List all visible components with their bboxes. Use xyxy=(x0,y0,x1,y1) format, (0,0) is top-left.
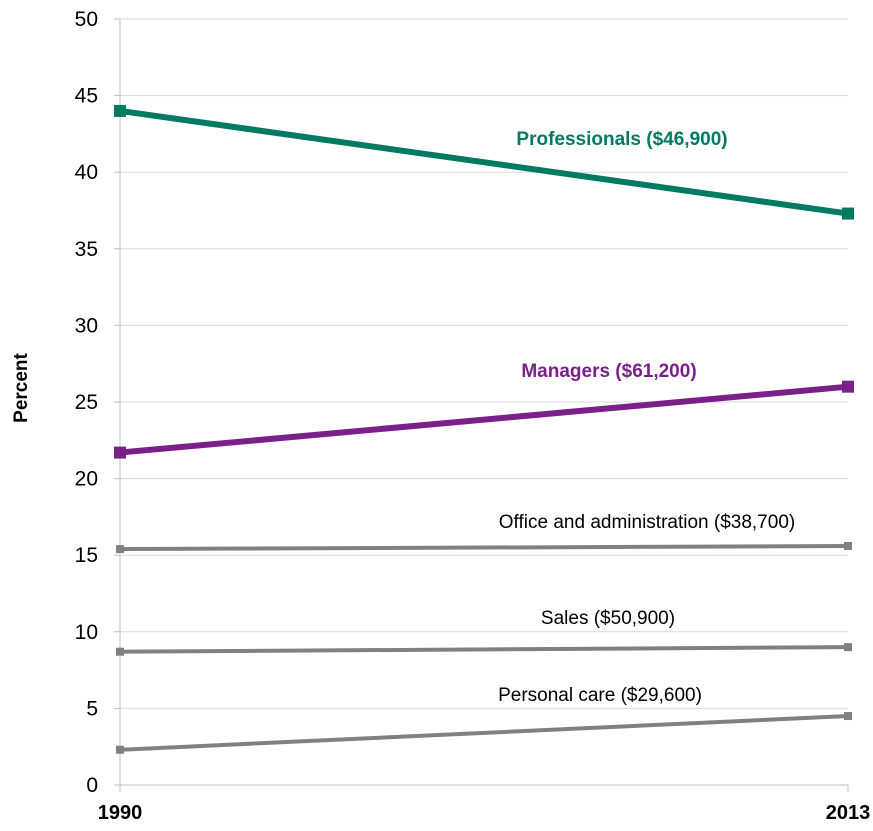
y-tick-label-20: 20 xyxy=(75,468,98,491)
point-managers-1990 xyxy=(114,446,126,459)
series-label-sales: Sales ($50,900) xyxy=(541,608,675,629)
point-personal-care-2013 xyxy=(844,712,852,721)
series-label-personal-care: Personal care ($29,600) xyxy=(498,685,702,706)
series-line-office-and-administration xyxy=(119,544,849,552)
y-tick-label-0: 0 xyxy=(86,774,98,797)
y-tick-label-5: 5 xyxy=(86,697,98,720)
y-tick-label-35: 35 xyxy=(75,238,98,261)
series-labels: Professionals ($46,900) Managers ($61,200… xyxy=(498,129,795,706)
series-office-and-administration xyxy=(116,542,852,554)
series-line-professionals xyxy=(119,107,849,217)
series-professionals xyxy=(114,104,854,220)
series-line-sales xyxy=(119,645,849,654)
series-personal-care xyxy=(116,712,852,754)
x-tick-labels: 1990 2013 xyxy=(98,785,871,824)
series-sales xyxy=(116,643,852,656)
y-tick-label-30: 30 xyxy=(75,314,98,337)
series-line-managers xyxy=(119,383,849,456)
point-professionals-1990 xyxy=(114,104,126,117)
y-tick-label-40: 40 xyxy=(75,161,98,184)
y-axis-title: Percent xyxy=(11,352,32,422)
series-lines xyxy=(114,104,854,754)
series-label-professionals: Professionals ($46,900) xyxy=(516,129,727,150)
y-tick-labels: 0 5 10 15 20 25 30 35 40 45 50 xyxy=(75,8,120,797)
y-tick-label-45: 45 xyxy=(75,85,98,108)
series-line-personal-care xyxy=(119,714,849,752)
x-tick-label-1990: 1990 xyxy=(98,802,143,824)
series-managers xyxy=(114,380,854,459)
y-tick-label-25: 25 xyxy=(75,391,98,414)
gridlines xyxy=(120,18,848,709)
series-label-managers: Managers ($61,200) xyxy=(521,361,696,382)
point-sales-2013 xyxy=(844,643,852,652)
y-tick-label-15: 15 xyxy=(75,544,98,567)
point-office-and-administration-1990 xyxy=(116,545,124,554)
point-personal-care-1990 xyxy=(116,745,124,754)
point-professionals-2013 xyxy=(842,207,854,220)
y-tick-label-50: 50 xyxy=(75,8,98,31)
point-sales-1990 xyxy=(116,647,124,656)
point-managers-2013 xyxy=(842,380,854,393)
point-office-and-administration-2013 xyxy=(844,542,852,551)
series-label-office-and-administration: Office and administration ($38,700) xyxy=(499,512,795,533)
y-tick-label-10: 10 xyxy=(75,621,98,644)
x-tick-label-2013: 2013 xyxy=(826,802,871,824)
